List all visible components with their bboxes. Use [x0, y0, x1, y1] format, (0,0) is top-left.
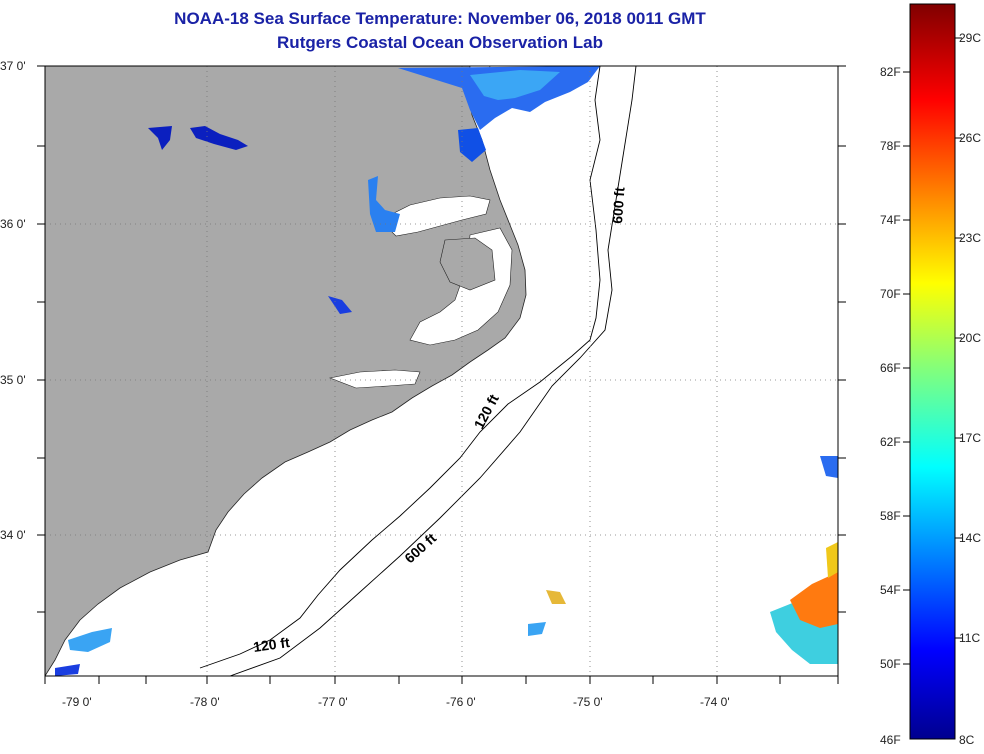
- sst-patch-river-3: [328, 296, 352, 314]
- colorbar-label-11c: 11C: [959, 631, 980, 645]
- map-subtitle: Rutgers Coastal Ocean Observation Lab: [277, 33, 603, 52]
- contour-120ft-label-2: 120 ft: [252, 634, 291, 655]
- sst-patch-southwest-1: [68, 628, 112, 652]
- colorbar-label-58f: 58F: [880, 509, 901, 523]
- sst-patch-chesapeake-inner: [470, 70, 560, 100]
- lat-label-37: 37 0': [0, 59, 26, 73]
- colorbar-label-29c: 29C: [959, 31, 981, 45]
- lat-label-35: 35 0': [0, 373, 26, 387]
- lat-label-36: 36 0': [0, 217, 26, 231]
- colorbar-ticks: [903, 37, 962, 665]
- lon-label-75: -75 0': [573, 695, 603, 709]
- colorbar-label-66f: 66F: [880, 361, 901, 375]
- land-island: [439, 237, 496, 291]
- colorbar-label-8c: 8C: [959, 733, 975, 747]
- sst-patch-river-1: [190, 126, 248, 150]
- colorbar-label-74f: 74F: [880, 213, 901, 227]
- colorbar-label-23c: 23C: [959, 231, 981, 245]
- lon-label-77: -77 0': [318, 695, 348, 709]
- sst-patch-offshore-1: [820, 456, 838, 478]
- colorbar-label-62f: 62F: [880, 435, 901, 449]
- sst-patch-southwest-2: [55, 664, 80, 676]
- colorbar-label-46f: 46F: [880, 733, 901, 747]
- colorbar-label-50f: 50F: [880, 657, 901, 671]
- map-title: NOAA-18 Sea Surface Temperature: Novembe…: [174, 9, 706, 28]
- colorbar-label-82f: 82F: [880, 65, 901, 79]
- colorbar-label-54f: 54F: [880, 583, 901, 597]
- lon-label-76: -76 0': [446, 695, 476, 709]
- lon-label-79: -79 0': [62, 695, 92, 709]
- contour-600ft-label-2: 600 ft: [609, 186, 628, 224]
- colorbar-label-20c: 20C: [959, 331, 981, 345]
- contour-120ft-line: [199, 66, 601, 669]
- colorbar: [909, 3, 956, 740]
- neuse-river: [328, 369, 421, 389]
- colorbar-label-14c: 14C: [959, 531, 981, 545]
- colorbar-label-26c: 26C: [959, 131, 981, 145]
- sst-patch-bay: [458, 128, 486, 162]
- sst-patch-gulfstream-yellow: [826, 542, 838, 578]
- sst-patch-gulfstream-warm: [790, 572, 838, 628]
- lat-label-34: 34 0': [0, 528, 26, 542]
- colorbar-label-78f: 78F: [880, 139, 901, 153]
- colorbar-label-17c: 17C: [959, 431, 981, 445]
- contour-600ft-line: [229, 66, 637, 676]
- sst-patch-offshore-2: [528, 622, 546, 636]
- albemarle-sound: [379, 195, 491, 237]
- sst-patch-albemarle: [368, 176, 400, 232]
- map-frame: [44, 65, 839, 677]
- sst-patch-river-2: [148, 126, 172, 150]
- lon-label-78: -78 0': [190, 695, 220, 709]
- lon-label-74: -74 0': [700, 695, 730, 709]
- colorbar-label-70f: 70F: [880, 287, 901, 301]
- axis-ticks: [37, 65, 846, 684]
- graticule: [45, 66, 838, 676]
- sst-patch-offshore-3: [546, 590, 566, 604]
